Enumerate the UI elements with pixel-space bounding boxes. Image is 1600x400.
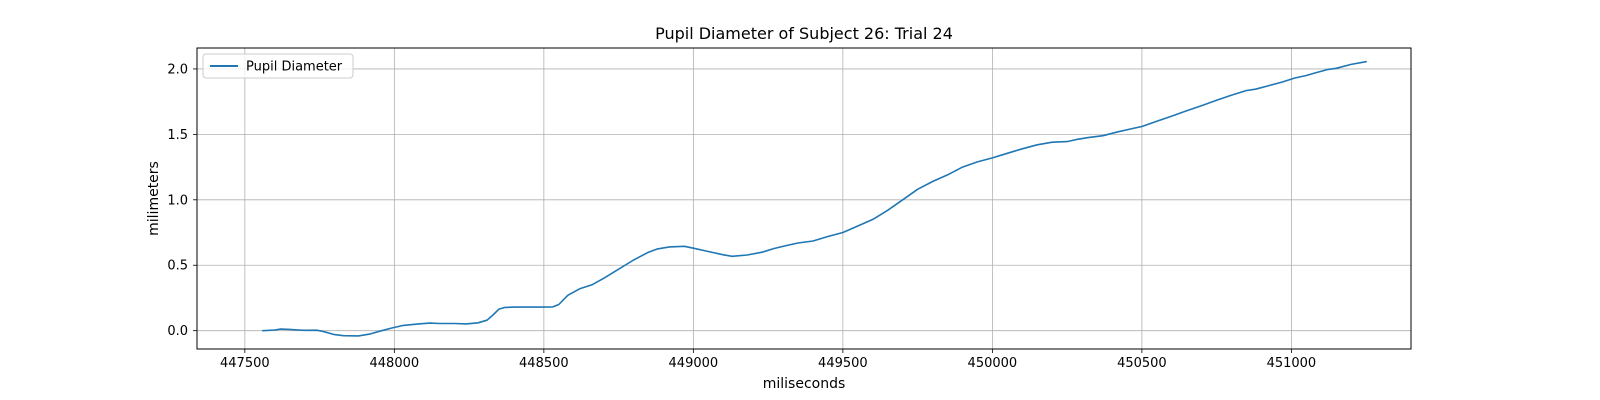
x-tick-label: 451000 [1267,356,1317,371]
plot-frame [196,47,1412,350]
x-tick-label: 450500 [1117,356,1167,371]
series-layer [261,60,1367,337]
grid [197,48,1411,349]
y-axis-label: milimeters [146,161,162,236]
legend-label: Pupil Diameter [246,60,343,75]
chart-title: Pupil Diameter of Subject 26: Trial 24 [655,24,953,43]
x-tick-label: 448000 [370,356,420,371]
y-tick-label: 0.0 [167,324,188,339]
ticks: 447500 448000 448500 449000 449500 450000 4505… [167,62,1316,371]
series-line-pupil-diameter [261,60,1367,337]
legend: Pupil Diameter [202,53,354,79]
y-tick-label: 2.0 [167,62,188,77]
y-tick-label: 0.5 [167,259,188,274]
x-tick-label: 450000 [968,356,1018,371]
y-tick-label: 1.0 [167,193,188,208]
legend-box [202,53,354,79]
x-tick-label: 448500 [519,356,569,371]
y-tick-label: 1.5 [167,128,188,143]
x-tick-label: 449000 [669,356,719,371]
x-tick-label: 447500 [220,356,270,371]
x-axis-label: miliseconds [763,376,846,392]
x-tick-label: 449500 [818,356,868,371]
